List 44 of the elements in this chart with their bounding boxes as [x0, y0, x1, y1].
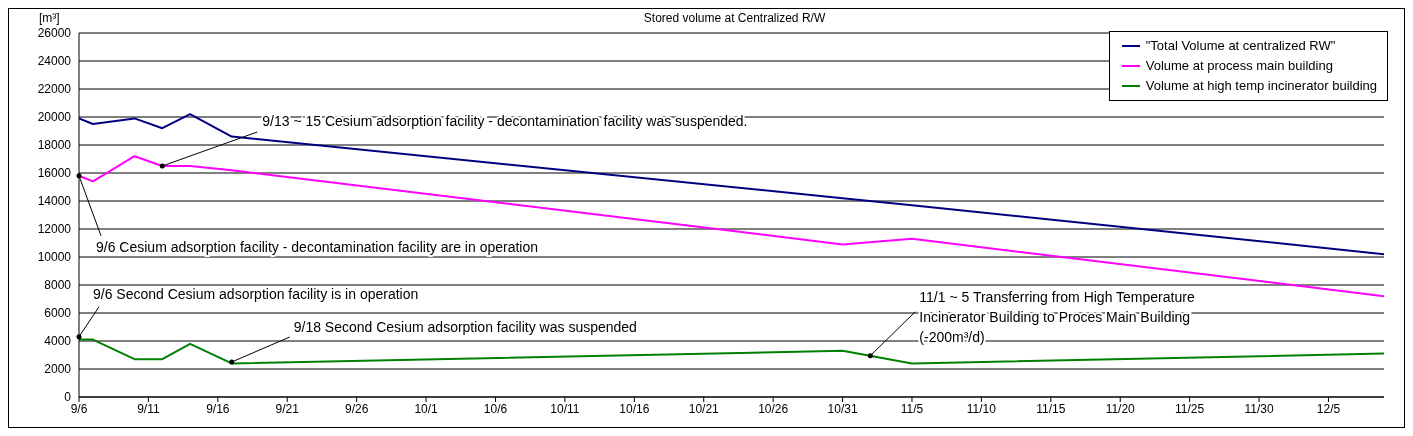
- y-tick-label: 26000: [37, 26, 72, 41]
- y-tick-label: 10000: [37, 250, 72, 265]
- annotation: 9/18 Second Cesium adsorption facility was suspended: [293, 319, 637, 335]
- line-series: [79, 113, 1384, 256]
- y-tick-label: 22000: [37, 82, 72, 97]
- x-tick-label: 11/25: [1175, 401, 1205, 416]
- chart-title: Stored volume at Centralized R/W: [642, 11, 827, 25]
- legend-label: Volume at process main building: [1145, 57, 1333, 75]
- x-tick-label: 10/26: [758, 401, 789, 416]
- annotation: 9/6 Cesium adsorption facility - decontamination facility are in operation: [96, 238, 539, 255]
- x-tick-label: 9/11: [137, 401, 160, 416]
- x-tick-label: 9/16: [206, 401, 230, 416]
- x-tick-label: 9/6: [70, 401, 88, 416]
- x-tick-label: 11/20: [1105, 401, 1136, 416]
- y-tick-label: 4000: [44, 334, 72, 349]
- y-tick-label: 2000: [44, 362, 72, 377]
- legend-label: Volume at high temp incinerator building: [1145, 77, 1377, 95]
- annotation: 11/1 ~ 5 Transferring from High Temperature Incinerator Building to Proces Main Building (-200m³/d): [919, 288, 1195, 345]
- y-tick-label: 24000: [37, 54, 72, 69]
- y-tick-label: 0: [64, 390, 72, 405]
- x-tick-label: 9/21: [275, 401, 300, 416]
- x-tick-label: 10/31: [827, 401, 858, 416]
- y-tick-label: 18000: [37, 138, 72, 153]
- x-tick-label: 10/6: [483, 401, 508, 416]
- y-tick-label: 8000: [44, 278, 72, 293]
- y-tick-label: 6000: [44, 306, 72, 321]
- x-tick-label: 11/30: [1244, 401, 1274, 416]
- x-tick-label: 10/16: [619, 401, 650, 416]
- x-tick-label: 11/15: [1036, 401, 1066, 416]
- x-tick-label: 10/21: [688, 401, 720, 416]
- y-tick-label: 20000: [37, 110, 72, 125]
- x-tick-label: 11/10: [966, 401, 997, 416]
- y-tick-label: 12000: [37, 222, 72, 237]
- y-tick-label: 16000: [37, 166, 72, 181]
- x-tick-label: 9/26: [344, 401, 369, 416]
- y-tick-label: 14000: [37, 194, 72, 209]
- x-tick-label: 11/5: [900, 401, 924, 416]
- y-axis-title: [m³]: [39, 11, 60, 25]
- legend-label: "Total Volume at centralized RW": [1145, 37, 1336, 55]
- x-tick-label: 12/5: [1316, 401, 1341, 416]
- x-tick-label: 10/11: [550, 401, 580, 416]
- x-tick-label: 10/1: [414, 401, 439, 416]
- annotation: 9/6 Second Cesium adsorption facility is in operation: [93, 285, 419, 302]
- annotation: 9/13 ~ 15 Cesium adsorption facility - decontamination facility was suspended.: [262, 113, 748, 129]
